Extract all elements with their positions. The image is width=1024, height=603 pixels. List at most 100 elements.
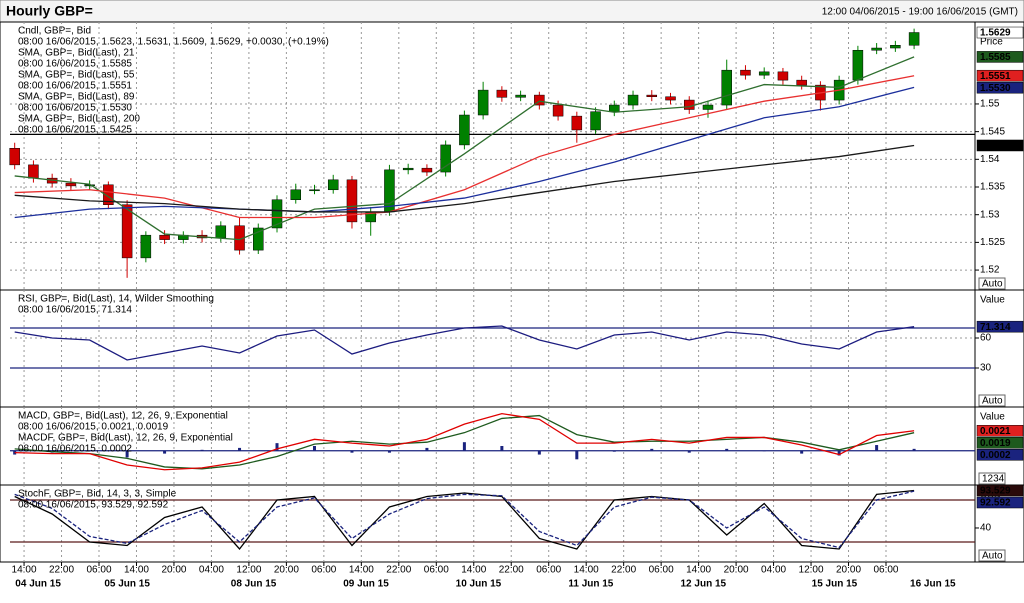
histogram-bar bbox=[837, 450, 841, 456]
legend-text: SMA, GBP=, Bid(Last), 55 bbox=[18, 70, 135, 81]
histogram-bar bbox=[650, 448, 654, 451]
y-tick-label: 1.54 bbox=[980, 154, 1000, 165]
series-line bbox=[14, 490, 915, 549]
value-box bbox=[976, 139, 1024, 152]
candle-body bbox=[346, 179, 358, 223]
candle-body bbox=[758, 71, 770, 76]
x-tick-label: 14:00 bbox=[461, 565, 486, 576]
x-date-label: 15 Jun 15 bbox=[812, 579, 858, 590]
legend-text: SMA, GBP=, Bid(Last), 200 bbox=[18, 114, 140, 125]
x-tick-label: 22:00 bbox=[499, 565, 524, 576]
axis-button-frame bbox=[978, 472, 1006, 485]
value-box-label: 93.529 bbox=[980, 486, 1011, 497]
candle-body bbox=[796, 79, 807, 86]
series-line bbox=[14, 489, 915, 550]
value-box bbox=[976, 425, 1024, 437]
value-box-label: 71.314 bbox=[980, 322, 1011, 333]
candle-body bbox=[477, 89, 489, 116]
candle-body bbox=[534, 94, 545, 106]
value-box-label: 1.5629 bbox=[980, 28, 1011, 39]
value-box bbox=[976, 484, 1024, 497]
candle-body bbox=[609, 104, 620, 112]
x-date-label: 12 Jun 15 bbox=[681, 579, 727, 590]
histogram-bar bbox=[575, 450, 579, 460]
histogram-bar bbox=[200, 449, 204, 451]
candle-body bbox=[890, 45, 901, 49]
x-tick-label: 14:00 bbox=[349, 565, 374, 576]
value-box-label: 0.0002 bbox=[980, 450, 1011, 461]
axis-button-frame bbox=[978, 549, 1006, 562]
x-date-label: 04 Jun 15 bbox=[15, 579, 61, 590]
panel-frame bbox=[0, 484, 1024, 563]
y-tick-label: 1.53 bbox=[980, 209, 1000, 220]
value-box-label: 1.5585 bbox=[980, 52, 1011, 63]
candle-body bbox=[496, 89, 508, 98]
histogram-bar bbox=[125, 450, 129, 458]
legend-text: MACD, GBP=, Bid(Last), 12, 26, 9, Expone… bbox=[18, 411, 228, 422]
histogram-bar bbox=[88, 450, 92, 452]
legend-text: 08:00 16/06/2015, 0.0021, 0.0019 bbox=[18, 422, 169, 433]
axis-label: Value bbox=[980, 412, 1005, 423]
candle-body bbox=[327, 179, 339, 191]
histogram-bar bbox=[725, 448, 729, 451]
histogram-bar bbox=[163, 450, 167, 454]
legend-text: 08:00 16/06/2015, 1.5551 bbox=[18, 81, 132, 92]
candle-body bbox=[908, 32, 920, 46]
candle-body bbox=[721, 69, 732, 106]
y-tick-label: 1.535 bbox=[980, 182, 1005, 193]
candle-body bbox=[552, 104, 564, 117]
value-box bbox=[976, 449, 1024, 461]
legend-text: Cndl, GBP=, Bid bbox=[18, 26, 91, 37]
histogram-bar bbox=[875, 445, 879, 451]
x-date-label: 08 Jun 15 bbox=[231, 579, 277, 590]
candle-body bbox=[215, 225, 227, 239]
candle-body bbox=[777, 71, 789, 81]
histogram-bar bbox=[762, 450, 766, 452]
y-tick-label: 1.525 bbox=[980, 237, 1005, 248]
panel-frame bbox=[0, 289, 1024, 408]
series-line bbox=[14, 144, 915, 213]
series-line bbox=[14, 325, 915, 361]
candle-body bbox=[459, 114, 470, 146]
histogram-bar bbox=[350, 450, 354, 453]
series-line bbox=[14, 412, 915, 471]
candle-body bbox=[9, 147, 20, 166]
candle-body bbox=[421, 167, 433, 173]
y-tick-label: 1.55 bbox=[980, 99, 1000, 110]
x-tick-label: 20:00 bbox=[161, 565, 186, 576]
histogram-bar bbox=[312, 446, 316, 451]
x-tick-label: 20:00 bbox=[274, 565, 299, 576]
legend-text: 08:00 16/06/2015, 1.5425 bbox=[18, 125, 132, 136]
y-tick-label: 1.52 bbox=[980, 265, 1000, 276]
candle-body bbox=[665, 96, 676, 101]
date-range: 12:00 04/06/2015 - 19:00 16/06/2015 (GMT… bbox=[822, 7, 1018, 18]
value-box bbox=[976, 496, 1024, 509]
series-line bbox=[14, 75, 915, 219]
x-date-label: 10 Jun 15 bbox=[456, 579, 502, 590]
value-box-label: 1.5425 bbox=[980, 141, 1011, 152]
value-box bbox=[976, 51, 1024, 63]
candle-body bbox=[159, 234, 170, 240]
candle-body bbox=[290, 189, 302, 200]
x-tick-label: 06:00 bbox=[86, 565, 111, 576]
candle-body bbox=[271, 199, 283, 229]
candle-body bbox=[402, 167, 414, 171]
x-date-label: 16 Jun 15 bbox=[910, 579, 956, 590]
histogram-bar bbox=[238, 447, 242, 451]
candle-body bbox=[140, 234, 152, 259]
histogram-bar bbox=[387, 450, 391, 453]
value-box-label: 1.5530 bbox=[980, 83, 1011, 94]
x-tick-label: 06:00 bbox=[536, 565, 561, 576]
candle-body bbox=[627, 94, 639, 106]
axis-button: 1234 bbox=[982, 474, 1005, 485]
x-tick-label: 14:00 bbox=[686, 565, 711, 576]
candle-body bbox=[852, 49, 864, 81]
x-tick-label: 22:00 bbox=[49, 565, 74, 576]
x-tick-label: 14:00 bbox=[124, 565, 149, 576]
legend-text: SMA, GBP=, Bid(Last), 21 bbox=[18, 48, 135, 59]
x-tick-label: 06:00 bbox=[649, 565, 674, 576]
candle-body bbox=[253, 227, 264, 251]
value-box-label: 92.592 bbox=[980, 498, 1011, 509]
histogram-bar bbox=[425, 447, 429, 451]
